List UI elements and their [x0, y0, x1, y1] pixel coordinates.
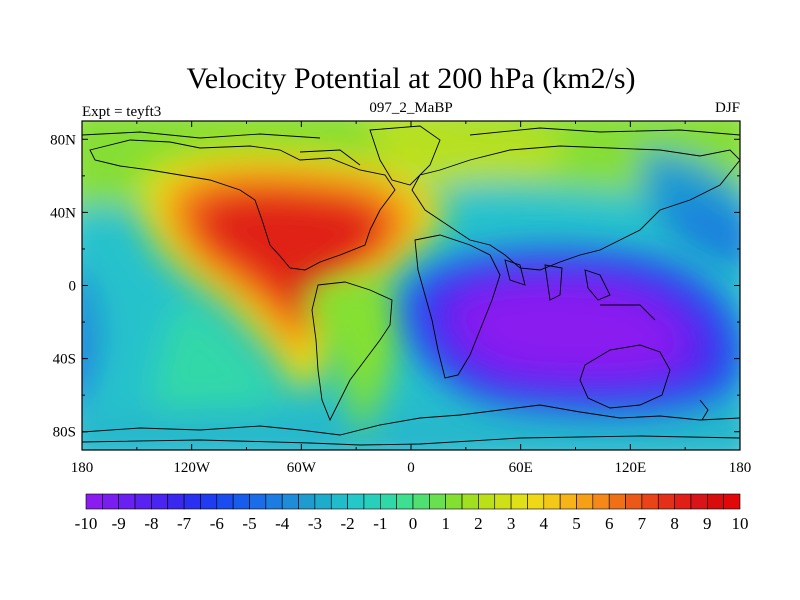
y-tick-label: 40S	[53, 352, 76, 368]
colorbar-swatch	[167, 493, 185, 510]
colorbar-swatch	[330, 493, 348, 510]
colorbar-label: -2	[341, 514, 355, 533]
colorbar-label: -7	[177, 514, 192, 533]
colorbar-label: 10	[732, 514, 749, 533]
colorbar-swatch	[281, 493, 299, 510]
colorbar-swatch	[200, 493, 218, 510]
x-axis: 180 120W 60W 0 60E 120E 180	[71, 121, 752, 476]
colorbar-swatch	[412, 493, 430, 510]
colorbar-swatch	[379, 493, 397, 510]
x-tick-label: 180	[729, 460, 752, 476]
colorbar-swatch	[592, 493, 610, 510]
colorbar-label: -9	[112, 514, 126, 533]
colorbar-swatch	[559, 493, 577, 510]
colorbar-swatch	[183, 493, 201, 510]
colorbar-swatch	[690, 493, 708, 510]
colorbar-swatch	[102, 493, 119, 510]
colorbar-label: 4	[540, 514, 549, 533]
colorbar-label: -4	[275, 514, 290, 533]
colorbar-swatch	[232, 493, 250, 510]
x-tick-label: 0	[407, 460, 415, 476]
colorbar-swatch	[625, 493, 643, 510]
colorbar-label: -1	[373, 514, 387, 533]
colorbar-swatch	[461, 493, 479, 510]
colorbar-swatch	[657, 493, 675, 510]
y-tick-label: 0	[69, 279, 77, 295]
colorbar-swatch	[118, 493, 136, 510]
x-tick-label: 120E	[614, 460, 646, 476]
colorbar: -10 -9 -8 -7 -6 -5 -4 -3 -2 -1 0 1 2 3 4 5 6 7 8 9 10	[75, 493, 749, 533]
x-tick-label: 60W	[287, 460, 317, 476]
colorbar-swatch	[134, 493, 152, 510]
colorbar-swatch	[543, 493, 561, 510]
colorbar-swatch	[363, 493, 381, 510]
colorbar-swatch	[396, 493, 414, 510]
colorbar-swatch	[314, 493, 332, 510]
colorbar-label: -8	[144, 514, 158, 533]
center-string: 097_2_MaBP	[369, 100, 452, 116]
colorbar-swatch	[265, 493, 283, 510]
colorbar-label: 3	[507, 514, 516, 533]
colorbar-swatch	[249, 493, 267, 510]
y-tick-label: 80S	[53, 425, 76, 441]
x-tick-label: 120W	[173, 460, 211, 476]
colorbar-swatch	[641, 493, 659, 510]
colorbar-swatch	[478, 493, 496, 510]
continent-outlines	[82, 125, 740, 446]
colorbar-swatch	[216, 493, 234, 510]
colorbar-swatch	[674, 493, 692, 510]
colorbar-label: -6	[210, 514, 224, 533]
colorbar-swatch	[445, 493, 463, 510]
colorbar-swatch	[527, 493, 545, 510]
colorbar-label: 1	[441, 514, 450, 533]
colorbar-swatch	[429, 493, 447, 510]
colorbar-swatch	[706, 493, 724, 510]
colorbar-label: 2	[474, 514, 483, 533]
colorbar-swatch	[608, 493, 626, 510]
left-string: Expt = teyft3	[82, 104, 161, 120]
colorbar-swatch	[347, 493, 365, 510]
colorbar-label: -5	[242, 514, 256, 533]
colorbar-swatch	[151, 493, 169, 510]
colorbar-swatch	[298, 493, 316, 510]
y-tick-label: 80N	[50, 132, 76, 148]
y-axis: 80N 40N 0 40S 80S	[50, 132, 740, 441]
colorbar-swatch	[494, 493, 512, 510]
colorbar-label: 0	[409, 514, 418, 533]
y-tick-label: 40N	[50, 205, 76, 221]
colorbar-label: 8	[670, 514, 679, 533]
colorbar-swatch	[510, 493, 528, 510]
right-string: DJF	[715, 100, 740, 116]
colorbar-label: -3	[308, 514, 322, 533]
colorbar-label: 6	[605, 514, 614, 533]
x-tick-label: 60E	[509, 460, 533, 476]
colorbar-label: 9	[703, 514, 712, 533]
colorbar-label: -10	[75, 514, 98, 533]
x-tick-label: 180	[71, 460, 94, 476]
colorbar-swatch	[576, 493, 594, 510]
colorbar-label: 7	[638, 514, 647, 533]
contour-field	[82, 121, 740, 450]
colorbar-swatch	[723, 493, 741, 510]
colorbar-swatch	[85, 493, 103, 510]
colorbar-label: 5	[572, 514, 581, 533]
chart-title: Velocity Potential at 200 hPa (km2/s)	[186, 62, 635, 95]
